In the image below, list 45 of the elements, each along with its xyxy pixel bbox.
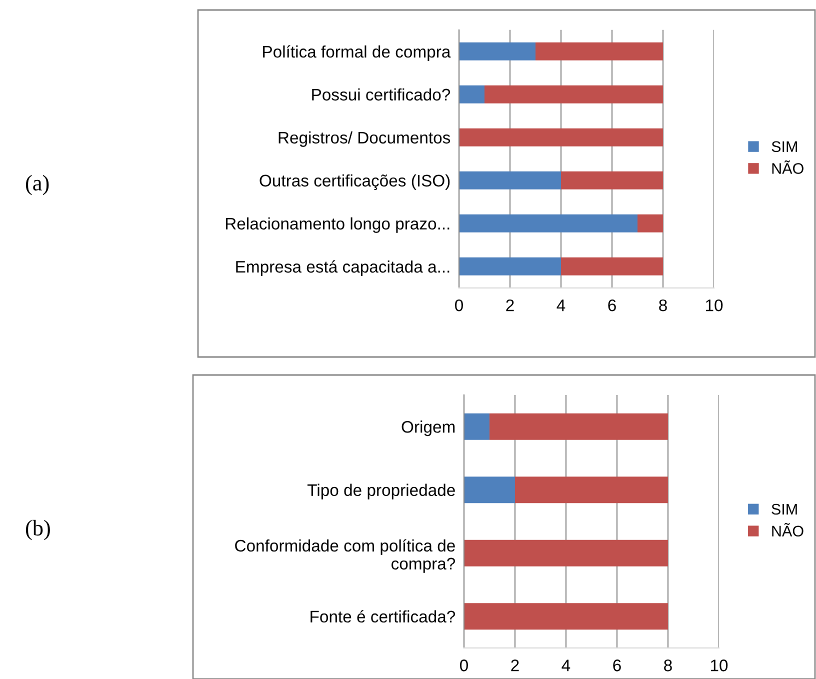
bar (514, 476, 668, 504)
legend-label: NÃO (772, 160, 804, 174)
y-tick-label: Outras certificações (ISO) (260, 174, 450, 190)
y-tick-label: Conformidade com política de compra? (235, 539, 456, 573)
x-tick-label: 2 (506, 299, 514, 312)
x-tick-label: 8 (659, 299, 667, 312)
bar (638, 214, 663, 232)
bar (459, 257, 561, 276)
x-tick-label: 6 (613, 660, 621, 672)
y-tick-label: Origem (402, 420, 455, 436)
legend-label: SIM (772, 504, 797, 515)
y-tick-label: Tipo de propriedade (307, 484, 455, 500)
bar (464, 540, 668, 566)
y-tick-label: Fonte é certificada? (310, 610, 456, 623)
x-tick-label: 4 (556, 300, 566, 312)
x-tick-label: 4 (562, 660, 570, 672)
text: (a) (26, 174, 49, 196)
bar (459, 171, 561, 190)
bar (561, 171, 663, 190)
x-tick-label: 6 (608, 299, 616, 312)
text: (b) (26, 520, 50, 540)
bar (536, 42, 663, 60)
y-tick-label: Empresa está capacitada a... (236, 260, 450, 276)
bar (489, 413, 668, 440)
x-tick-label: 10 (710, 660, 728, 672)
bar (464, 603, 668, 630)
legend-label: NÃO (772, 522, 804, 537)
x-tick-label: 0 (455, 299, 463, 312)
bar (459, 42, 536, 60)
x-tick-label: 0 (460, 660, 468, 672)
bar (484, 85, 663, 104)
x-tick-label: 2 (511, 660, 519, 672)
bar (459, 85, 484, 104)
y-tick-label: Possui certificado? (312, 88, 450, 101)
y-tick-label: Registros/ Documentos (278, 131, 450, 147)
bar (464, 476, 515, 504)
legend-label: SIM (772, 141, 797, 152)
y-tick-label: Política formal de compra (263, 45, 451, 61)
bar (464, 413, 490, 440)
bar (561, 257, 663, 276)
x-tick-label: 10 (706, 299, 723, 312)
x-tick-label: 8 (664, 660, 672, 672)
bar (459, 128, 663, 146)
y-tick-label: Relacionamento longo prazo... (226, 217, 450, 233)
bar (459, 214, 638, 232)
